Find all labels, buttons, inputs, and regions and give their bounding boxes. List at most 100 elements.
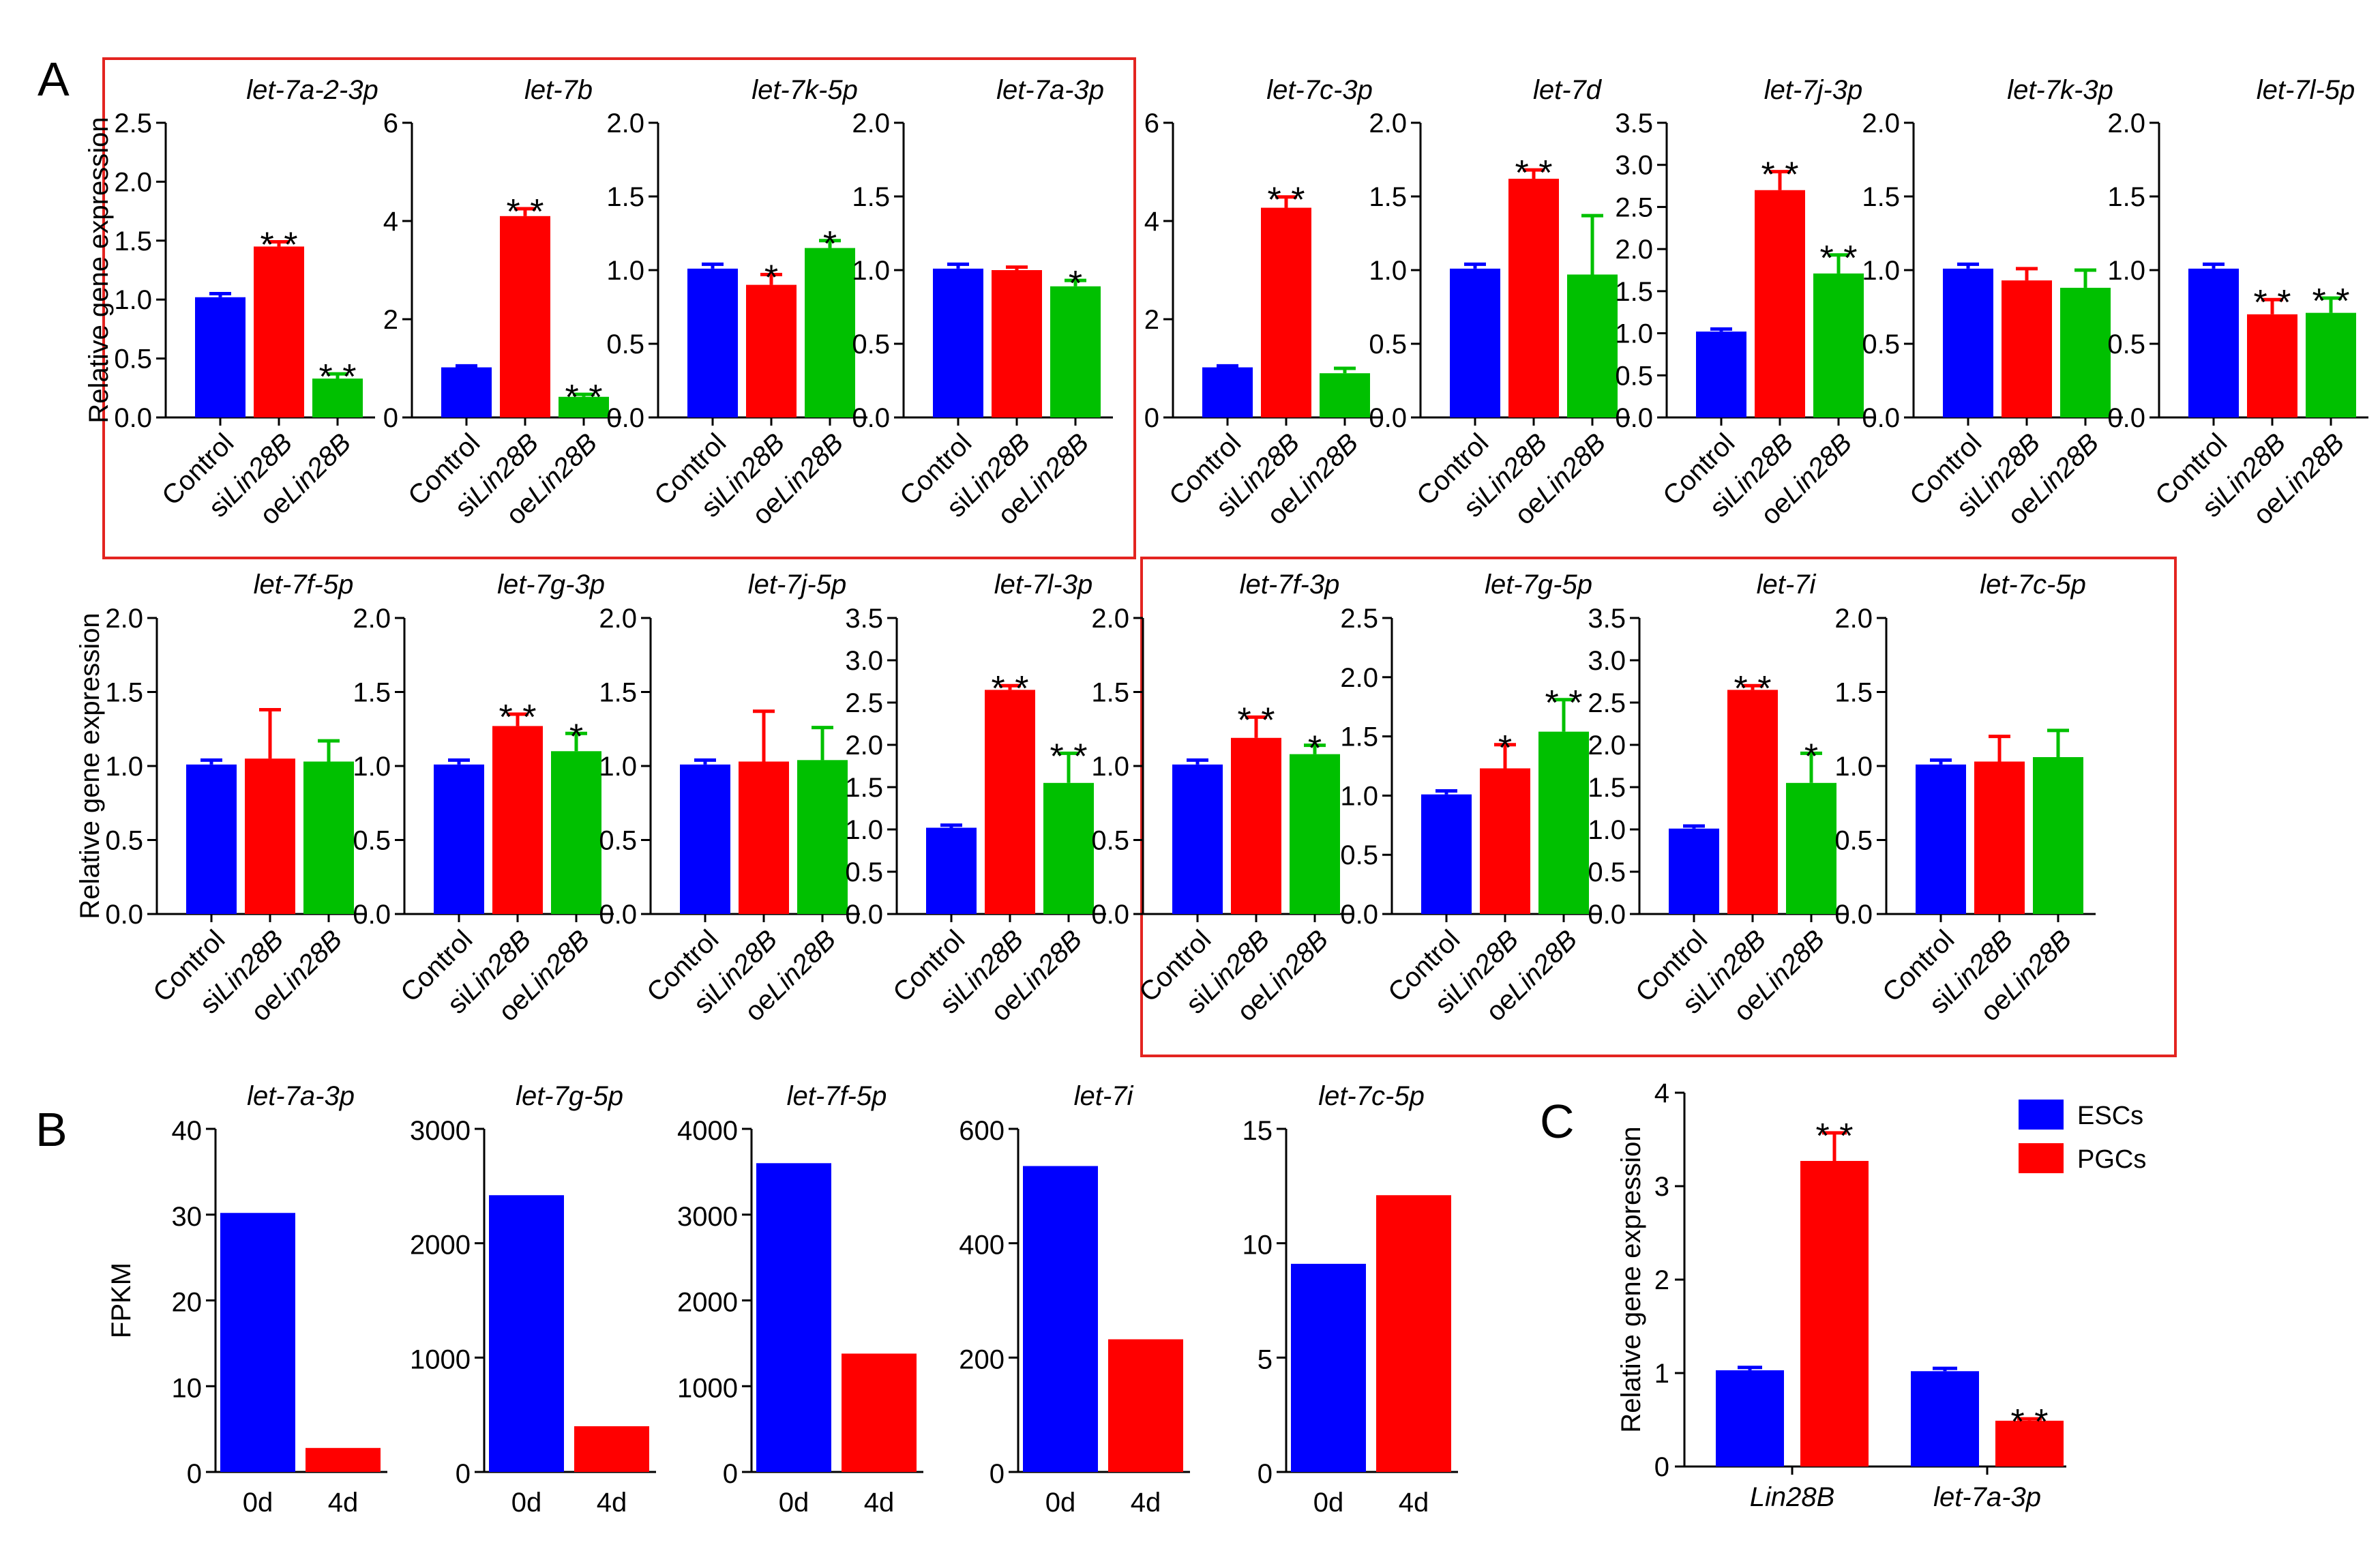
significance-mark: * [1308, 729, 1322, 769]
y-tick-label: 0.5 [852, 329, 890, 359]
bar-siLin28B [245, 758, 295, 914]
y-tick-label: 2.0 [105, 604, 143, 634]
significance-mark: * [823, 224, 837, 264]
significance-mark: * * [1734, 669, 1772, 709]
y-tick-label: 0.5 [1340, 840, 1378, 870]
bar-4d [842, 1353, 917, 1472]
bar-siLin28B [2002, 280, 2052, 417]
y-tick-label: 0.0 [1588, 900, 1626, 930]
bar-oeLin28B [551, 751, 601, 914]
y-tick-label: 0 [1258, 1459, 1273, 1489]
y-tick-label: 1.0 [606, 256, 644, 286]
bar-siLin28B [985, 690, 1035, 914]
significance-mark: * * [499, 698, 537, 737]
bar-0d [1291, 1263, 1366, 1472]
bar-Control [1669, 828, 1719, 914]
chart-title: let-7g-3p [497, 570, 605, 600]
y-tick-label: 1.0 [845, 815, 883, 845]
bar-oeLin28B [303, 761, 354, 914]
bar-siLin28B [1727, 690, 1778, 914]
y-tick-label: 0.0 [845, 900, 883, 930]
y-tick-label: 2.0 [1588, 731, 1626, 761]
y-tick-label: 4000 [677, 1116, 738, 1146]
y-tick-label: 2.0 [1615, 235, 1653, 265]
y-tick-label: 0.5 [1834, 826, 1873, 856]
bar-PGCs-Lin28B [1800, 1161, 1869, 1467]
bar-Control [2188, 268, 2239, 417]
significance-mark: * * [1816, 1117, 1854, 1156]
y-tick-label: 0.0 [353, 900, 391, 930]
y-tick-label: 15 [1243, 1116, 1273, 1146]
panel-a-chart-let-7l-3p: let-7l-3p0.00.51.01.52.02.53.03.5Control… [845, 570, 1106, 1027]
y-tick-label: 1.0 [114, 285, 152, 315]
y-tick-label: 0 [456, 1459, 471, 1489]
y-tick-label: 0.0 [1091, 900, 1129, 930]
chart-title: let-7c-3p [1266, 75, 1373, 105]
legend-label-ESCs: ESCs [2077, 1102, 2143, 1130]
chart-title: let-7c-5p [1318, 1081, 1425, 1111]
panel-label-a: A [38, 53, 70, 106]
y-tick-label: 5 [1258, 1344, 1273, 1374]
y-tick-label: 3.0 [845, 646, 883, 676]
significance-mark: * * [1050, 737, 1088, 776]
bar-4d [1376, 1195, 1451, 1472]
bar-Control [680, 764, 730, 914]
x-tick-label-0d: 0d [511, 1488, 542, 1518]
bar-oeLin28B [1538, 731, 1589, 914]
x-tick-label-0d: 0d [779, 1488, 809, 1518]
bar-Control [195, 297, 246, 417]
bar-siLin28B [500, 216, 550, 417]
y-tick-label: 20 [172, 1288, 203, 1318]
bar-4d [1108, 1339, 1183, 1472]
y-tick-label: 1.5 [1091, 678, 1129, 708]
y-tick-label: 600 [959, 1116, 1005, 1146]
bar-Control [1450, 268, 1500, 417]
y-tick-label: 1000 [677, 1373, 738, 1403]
bar-Control [441, 367, 492, 417]
y-tick-label: 1.0 [1091, 752, 1129, 782]
y-tick-label: 3.5 [845, 604, 883, 634]
bar-0d [220, 1213, 295, 1472]
bar-Control [933, 268, 983, 417]
highlight-box-bottom [1140, 557, 2177, 1057]
bar-oeLin28B [2033, 756, 2083, 914]
y-tick-label: 0 [990, 1459, 1005, 1489]
bar-oeLin28B [1043, 782, 1094, 914]
bar-4d [306, 1447, 381, 1472]
y-tick-label: 1.0 [852, 256, 890, 286]
y-tick-label: 1.5 [845, 773, 883, 803]
bar-siLin28B [492, 726, 543, 914]
significance-mark: * * [2011, 1402, 2049, 1442]
bar-ESCs-Lin28B [1716, 1370, 1784, 1467]
bar-siLin28B [1261, 207, 1311, 417]
y-tick-label: 2 [1654, 1265, 1669, 1295]
y-tick-label: 1.0 [1862, 256, 1900, 286]
y-tick-label: 30 [172, 1202, 203, 1232]
y-tick-label: 1.0 [2107, 256, 2145, 286]
chart-title: let-7g-5p [1485, 570, 1592, 600]
chart-title: let-7k-5p [752, 75, 858, 105]
significance-mark: * * [1238, 701, 1275, 740]
panel-label-c: C [1540, 1095, 1575, 1148]
chart-title: let-7k-3p [2007, 75, 2113, 105]
y-tick-label: 0.5 [2107, 329, 2145, 359]
significance-mark: * * [2254, 283, 2291, 323]
y-tick-label: 4 [1144, 207, 1159, 237]
y-tick-label: 10 [172, 1373, 203, 1403]
y-tick-label: 2.5 [845, 688, 883, 718]
x-tick-label-0d: 0d [1045, 1488, 1076, 1518]
y-tick-label: 0.0 [852, 403, 890, 433]
y-tick-label: 2.0 [114, 167, 152, 197]
y-tick-label: 0.5 [105, 826, 143, 856]
bar-0d [1023, 1166, 1098, 1472]
y-tick-label: 1.5 [2107, 182, 2145, 212]
significance-mark: * * [1268, 181, 1305, 220]
y-tick-label: 0.5 [1588, 857, 1626, 887]
bar-Control [1202, 367, 1253, 417]
y-tick-label: 0.0 [1834, 900, 1873, 930]
